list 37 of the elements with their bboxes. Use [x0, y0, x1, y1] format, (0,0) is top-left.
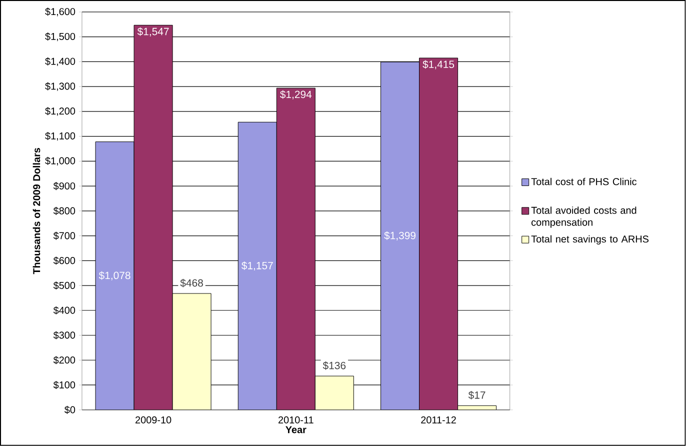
- y-axis-title: Thousands of 2009 Dollars: [32, 148, 40, 274]
- legend-label: Total avoided costs and compensation: [531, 206, 636, 228]
- data-label: $1,547: [137, 27, 169, 37]
- data-label: $1,415: [422, 60, 454, 70]
- x-tick-label: 2010-11: [278, 416, 314, 424]
- legend-label: Total cost of PHS Clinic: [531, 178, 637, 186]
- y-tick-label: $600: [53, 256, 76, 265]
- y-tick-label: $900: [53, 182, 76, 190]
- y-tick-label: $300: [53, 331, 76, 340]
- y-tick-label: $500: [53, 282, 76, 290]
- y-tick-label: $100: [53, 381, 76, 390]
- legend-label: Total net savings to ARHS: [531, 235, 649, 245]
- data-label: $468: [180, 278, 203, 288]
- y-tick-label: $1,600: [45, 8, 76, 16]
- y-tick-label: $800: [53, 206, 76, 216]
- y-tick-label: $1,500: [45, 32, 76, 42]
- y-tick-label: $1,000: [45, 156, 76, 166]
- y-tick-label: $1,300: [45, 82, 76, 91]
- bar: [276, 88, 316, 410]
- y-tick-label: $700: [53, 232, 76, 240]
- x-tick-label: 2009-10: [136, 416, 172, 424]
- data-label: $1,294: [280, 90, 312, 100]
- data-label: $136: [322, 361, 346, 370]
- data-label: $17: [468, 391, 486, 400]
- bar: [134, 24, 173, 410]
- y-tick-label: $400: [53, 306, 76, 314]
- y-tick-label: $1,100: [45, 132, 76, 141]
- y-tick-label: $0: [64, 406, 76, 414]
- x-tick-label: 2011-12: [421, 416, 456, 424]
- data-label: $1,157: [242, 262, 273, 271]
- data-label: $1,078: [98, 271, 130, 280]
- y-tick-label: $1,400: [45, 57, 76, 66]
- y-tick-label: $200: [53, 356, 76, 364]
- data-label: $1,399: [384, 231, 416, 241]
- bar: [419, 58, 458, 410]
- x-axis-title: Year: [286, 426, 306, 434]
- y-tick-label: $1,200: [45, 107, 76, 116]
